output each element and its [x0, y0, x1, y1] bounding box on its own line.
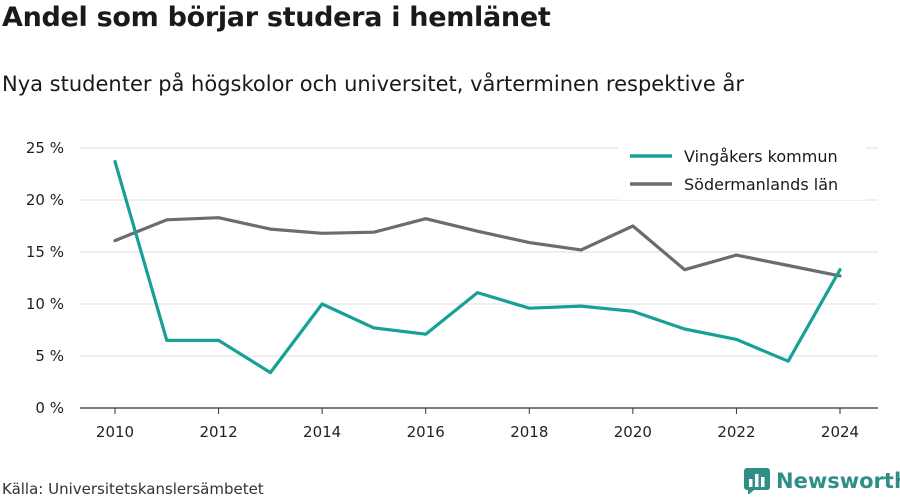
x-tick-label: 2016	[407, 423, 445, 441]
y-tick-label: 5 %	[35, 347, 64, 365]
legend-label: Södermanlands län	[684, 175, 838, 194]
x-tick-label: 2022	[717, 423, 755, 441]
chart-subtitle: Nya studenter på högskolor och universit…	[2, 72, 744, 96]
bar-chart-logo-icon	[744, 468, 770, 494]
y-tick-label: 25 %	[26, 139, 64, 157]
x-tick-label: 2012	[199, 423, 237, 441]
x-tick-label: 2018	[510, 423, 548, 441]
source-note: Källa: Universitetskanslersämbetet	[2, 480, 264, 498]
brand-name: Newsworthy	[776, 469, 900, 493]
y-tick-label: 0 %	[35, 399, 64, 417]
x-tick-label: 2020	[614, 423, 652, 441]
x-tick-label: 2010	[96, 423, 134, 441]
x-tick-label: 2014	[303, 423, 341, 441]
series-line	[113, 159, 842, 375]
x-tick-label: 2024	[821, 423, 859, 441]
y-tick-label: 10 %	[26, 295, 64, 313]
chart-title: Andel som börjar studera i hemlänet	[2, 2, 551, 33]
brand-logo[interactable]: Newsworthy	[744, 468, 900, 494]
legend-box	[618, 140, 866, 200]
series-line	[113, 216, 842, 278]
y-tick-label: 15 %	[26, 243, 64, 261]
y-tick-label: 20 %	[26, 191, 64, 209]
legend-label: Vingåkers kommun	[684, 147, 838, 166]
